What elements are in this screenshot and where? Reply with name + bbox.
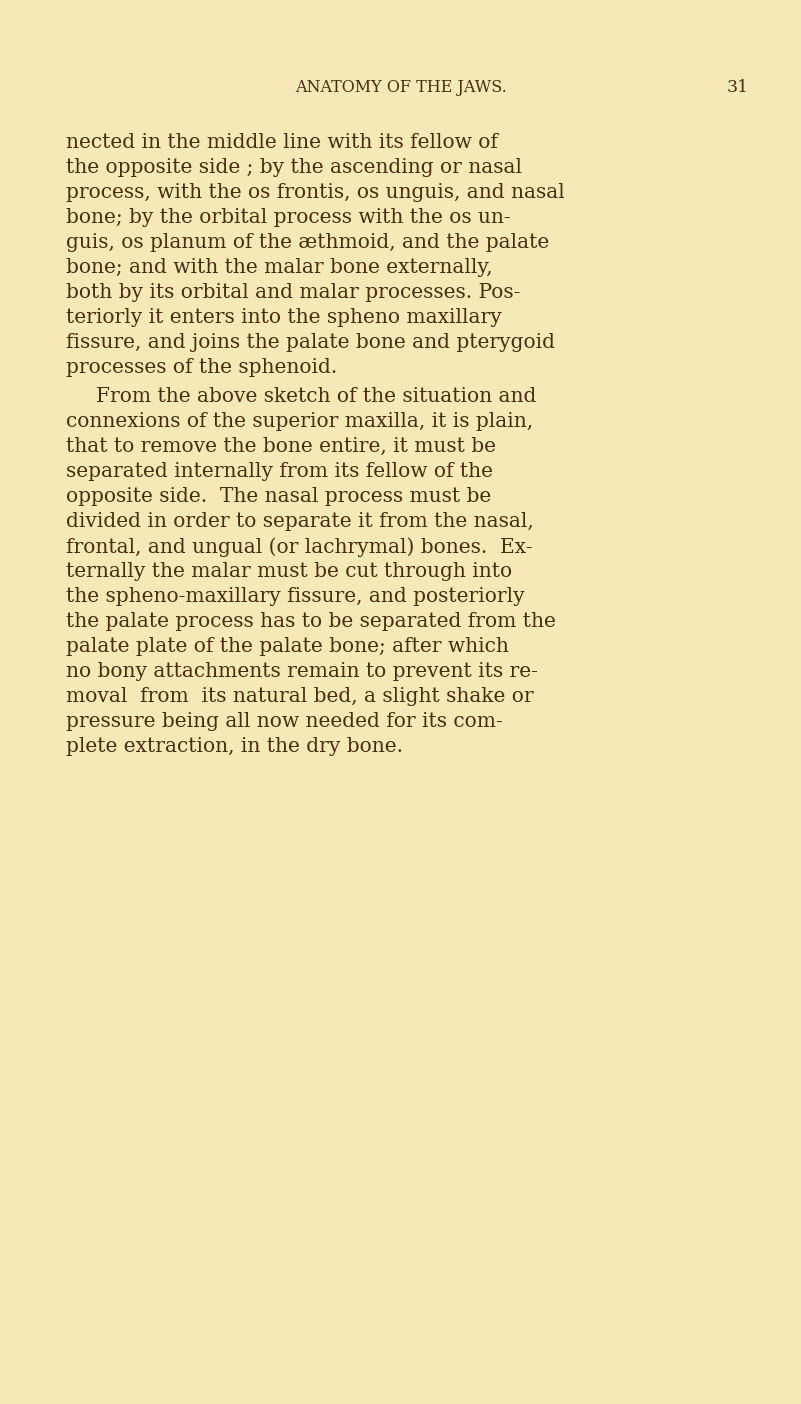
Text: the palate process has to be separated from the: the palate process has to be separated f… xyxy=(66,612,556,630)
Text: pressure being all now needed for its com-: pressure being all now needed for its co… xyxy=(66,712,502,731)
Text: plete extraction, in the dry bone.: plete extraction, in the dry bone. xyxy=(66,737,403,755)
Text: ANATOMY OF THE JAWS.: ANATOMY OF THE JAWS. xyxy=(295,79,506,95)
Text: 31: 31 xyxy=(727,79,749,95)
Text: processes of the sphenoid.: processes of the sphenoid. xyxy=(66,358,337,378)
Text: frontal, and ungual (or lachrymal) bones.  Ex-: frontal, and ungual (or lachrymal) bones… xyxy=(66,536,532,556)
Text: bone; by the orbital process with the os un-: bone; by the orbital process with the os… xyxy=(66,208,510,227)
Text: that to remove the bone entire, it must be: that to remove the bone entire, it must … xyxy=(66,437,496,456)
Text: bone; and with the malar bone externally,: bone; and with the malar bone externally… xyxy=(66,258,493,278)
Text: From the above sketch of the situation and: From the above sketch of the situation a… xyxy=(96,388,537,406)
Text: teriorly it enters into the spheno maxillary: teriorly it enters into the spheno maxil… xyxy=(66,309,501,327)
Text: separated internally from its fellow of the: separated internally from its fellow of … xyxy=(66,462,493,482)
Text: divided in order to separate it from the nasal,: divided in order to separate it from the… xyxy=(66,512,533,531)
Text: guis, os planum of the æthmoid, and the palate: guis, os planum of the æthmoid, and the … xyxy=(66,233,549,253)
Text: opposite side.  The nasal process must be: opposite side. The nasal process must be xyxy=(66,487,491,505)
Text: no bony attachments remain to prevent its re-: no bony attachments remain to prevent it… xyxy=(66,661,537,681)
Text: nected in the middle line with its fellow of: nected in the middle line with its fello… xyxy=(66,133,497,153)
Text: the opposite side ; by the ascending or nasal: the opposite side ; by the ascending or … xyxy=(66,159,521,177)
Text: ternally the malar must be cut through into: ternally the malar must be cut through i… xyxy=(66,562,512,581)
Text: moval  from  its natural bed, a slight shake or: moval from its natural bed, a slight sha… xyxy=(66,687,533,706)
Text: the spheno-maxillary fissure, and posteriorly: the spheno-maxillary fissure, and poster… xyxy=(66,587,525,607)
Text: both by its orbital and malar processes. Pos-: both by its orbital and malar processes.… xyxy=(66,284,520,302)
Text: palate plate of the palate bone; after which: palate plate of the palate bone; after w… xyxy=(66,637,509,656)
Text: fissure, and joins the palate bone and pterygoid: fissure, and joins the palate bone and p… xyxy=(66,333,554,352)
Text: process, with the os frontis, os unguis, and nasal: process, with the os frontis, os unguis,… xyxy=(66,184,565,202)
Text: connexions of the superior maxilla, it is plain,: connexions of the superior maxilla, it i… xyxy=(66,411,533,431)
